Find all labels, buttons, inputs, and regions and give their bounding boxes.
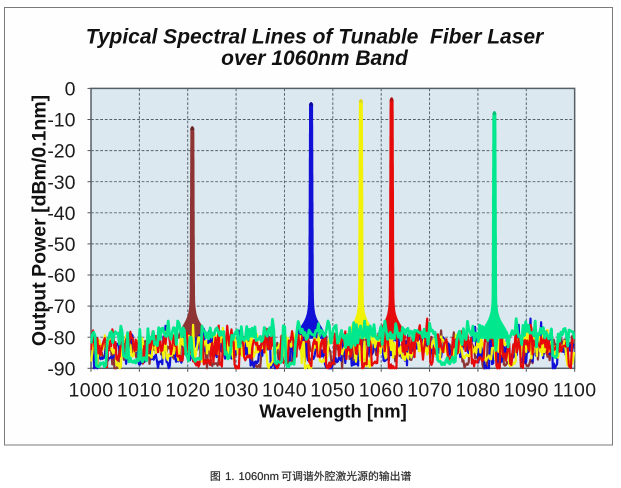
svg-text:1080: 1080 [455,380,500,402]
svg-text:1020: 1020 [165,380,210,402]
svg-text:-50: -50 [47,234,75,256]
svg-text:-10: -10 [47,110,75,132]
svg-text:1090: 1090 [504,380,549,402]
svg-text:1040: 1040 [262,380,307,402]
svg-text:1000: 1000 [69,380,114,402]
svg-text:-80: -80 [47,327,75,349]
svg-text:Wavelength [nm]: Wavelength [nm] [259,401,406,422]
svg-text:1050: 1050 [310,380,355,402]
svg-text:-60: -60 [47,265,75,287]
svg-text:over 1060nm Band: over 1060nm Band [221,47,409,70]
svg-text:0: 0 [65,79,76,101]
svg-text:-40: -40 [47,203,75,225]
svg-text:1030: 1030 [214,380,259,402]
svg-text:Output Power [dBm/0.1nm]: Output Power [dBm/0.1nm] [28,95,50,346]
svg-text:1070: 1070 [407,380,452,402]
svg-text:1100: 1100 [553,380,597,402]
svg-text:Typical Spectral Lines of Tuna: Typical Spectral Lines of Tunable Fiber … [86,26,545,49]
svg-text:1010: 1010 [117,380,162,402]
svg-text:-20: -20 [47,141,75,163]
svg-text:-90: -90 [47,358,75,380]
svg-text:1060: 1060 [359,380,404,402]
svg-text:-30: -30 [47,172,75,194]
svg-text:-70: -70 [47,296,75,318]
